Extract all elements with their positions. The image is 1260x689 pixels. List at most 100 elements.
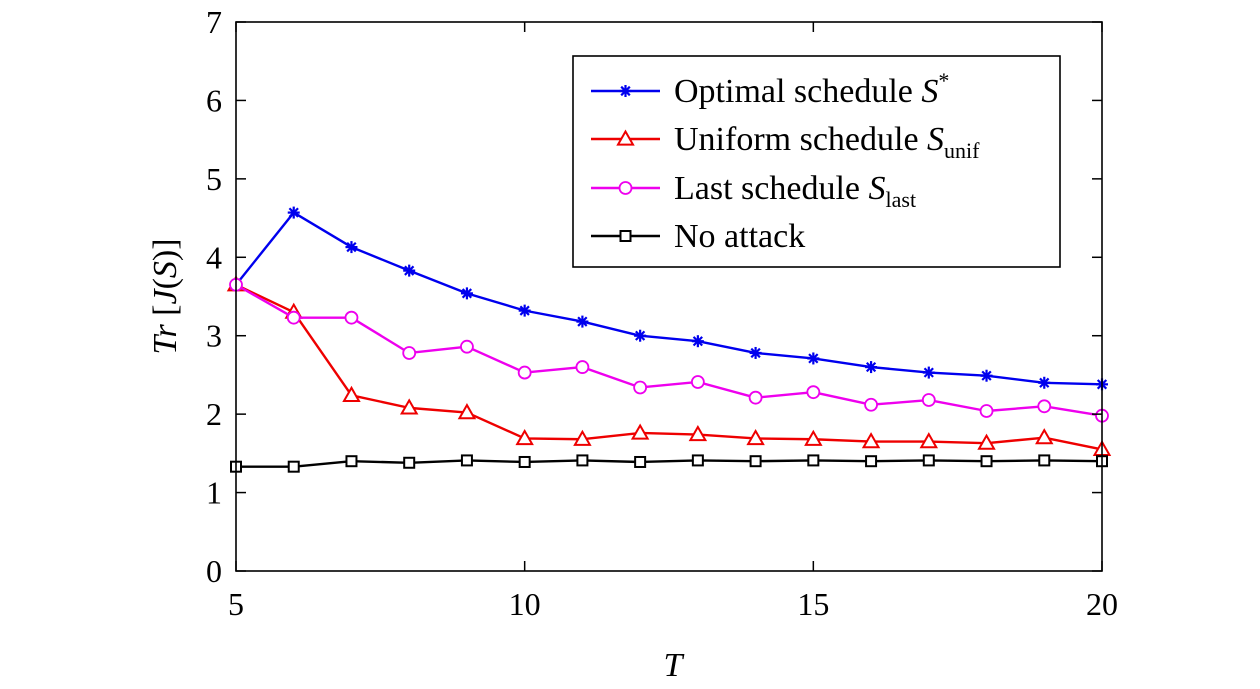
data-point — [746, 428, 765, 446]
data-point — [1038, 376, 1051, 389]
y-axis-label: Tr [J(S)] — [147, 238, 184, 354]
y-axis-label-part: J — [147, 287, 184, 304]
data-point — [980, 369, 993, 382]
data-point — [804, 429, 823, 446]
data-point — [575, 360, 590, 374]
y-axis-label-part: S — [147, 261, 184, 278]
data-point — [979, 404, 994, 418]
data-point — [460, 287, 473, 300]
y-tick-label: 6 — [206, 82, 222, 118]
x-tick-label: 20 — [1086, 586, 1118, 622]
data-point — [688, 425, 708, 442]
data-point — [633, 380, 648, 395]
legend-entry-2: Uniform schedule Sunif — [591, 121, 980, 163]
legend-marker — [616, 129, 635, 146]
data-point — [806, 385, 821, 400]
data-point — [287, 206, 300, 219]
data-point — [807, 454, 820, 467]
x-tick-label: 5 — [228, 586, 244, 622]
legend-label: Uniform schedule Sunif — [674, 121, 980, 163]
series-4 — [230, 454, 1108, 473]
data-point — [1037, 399, 1052, 414]
data-point — [749, 346, 762, 359]
data-point — [286, 310, 301, 325]
data-point — [515, 428, 534, 446]
data-point — [517, 365, 532, 380]
data-point — [749, 455, 762, 468]
data-point — [345, 455, 358, 468]
data-point — [399, 398, 419, 415]
legend-label-text: Optimal schedule — [674, 73, 921, 110]
legend-label: Optimal schedule S* — [674, 68, 949, 110]
data-point — [980, 455, 993, 468]
data-point — [1035, 428, 1054, 445]
legend-label-symbol: S — [869, 170, 886, 207]
data-point — [977, 433, 996, 450]
data-point — [403, 456, 416, 469]
data-point — [630, 423, 650, 440]
y-tick-label: 3 — [206, 318, 222, 354]
legend-entry-1: Optimal schedule S* — [591, 68, 949, 110]
x-axis-label: T — [664, 647, 685, 684]
legend-marker — [618, 181, 633, 195]
data-point — [287, 460, 300, 473]
legend-label-sub: unif — [944, 138, 980, 163]
data-point — [691, 335, 704, 348]
series-line — [236, 459, 1103, 468]
legend-label: Last schedule Slast — [674, 170, 916, 212]
data-point — [864, 397, 878, 412]
y-axis-label-part: [ — [147, 304, 184, 324]
y-tick-label: 0 — [206, 553, 222, 589]
data-point — [460, 339, 474, 354]
data-point — [402, 346, 417, 360]
series-line — [235, 211, 1103, 386]
series-line — [235, 283, 1103, 451]
data-point — [518, 455, 531, 468]
series-line — [235, 283, 1103, 417]
data-point — [576, 454, 589, 467]
legend-label-sub: last — [886, 187, 917, 212]
series-3 — [229, 277, 1109, 423]
x-tick-label: 15 — [797, 586, 829, 622]
data-point — [922, 454, 935, 467]
legend-marker — [619, 230, 632, 242]
series-2 — [226, 275, 1112, 457]
legend-label-text: Uniform schedule — [674, 121, 927, 158]
y-axis-label-part: )] — [147, 238, 184, 261]
data-point — [1038, 454, 1051, 467]
y-axis-label-part: Tr — [147, 324, 184, 355]
data-point — [518, 304, 531, 317]
legend: Optimal schedule S*Uniform schedule Suni… — [572, 55, 1061, 268]
data-point — [403, 264, 416, 277]
data-point — [865, 361, 878, 374]
series-1 — [230, 206, 1108, 391]
data-point — [342, 385, 361, 402]
data-point — [691, 454, 704, 467]
data-point — [634, 329, 647, 342]
data-point — [690, 375, 705, 389]
plot-area — [226, 206, 1112, 473]
y-tick-label: 2 — [206, 396, 222, 432]
legend-marker — [619, 85, 632, 97]
data-point — [573, 429, 592, 446]
data-point — [634, 455, 647, 468]
data-point — [865, 455, 878, 468]
y-tick-label: 5 — [206, 161, 222, 197]
y-tick-label: 1 — [206, 475, 222, 511]
legend-label-text: Last schedule — [674, 170, 869, 207]
data-point — [922, 366, 935, 379]
data-point — [919, 432, 939, 449]
data-point — [748, 390, 763, 405]
data-point — [460, 454, 473, 467]
data-point — [457, 403, 477, 420]
y-axis-label-part: ( — [147, 278, 184, 289]
legend-entry-3: Last schedule Slast — [591, 170, 916, 212]
legend-label-text: No attack — [674, 218, 805, 255]
data-point — [861, 432, 881, 449]
legend-label-symbol: S — [927, 121, 944, 158]
legend-label-symbol: S — [921, 73, 938, 110]
legend-label-sup: * — [938, 68, 949, 93]
plot-frame — [235, 21, 1103, 572]
